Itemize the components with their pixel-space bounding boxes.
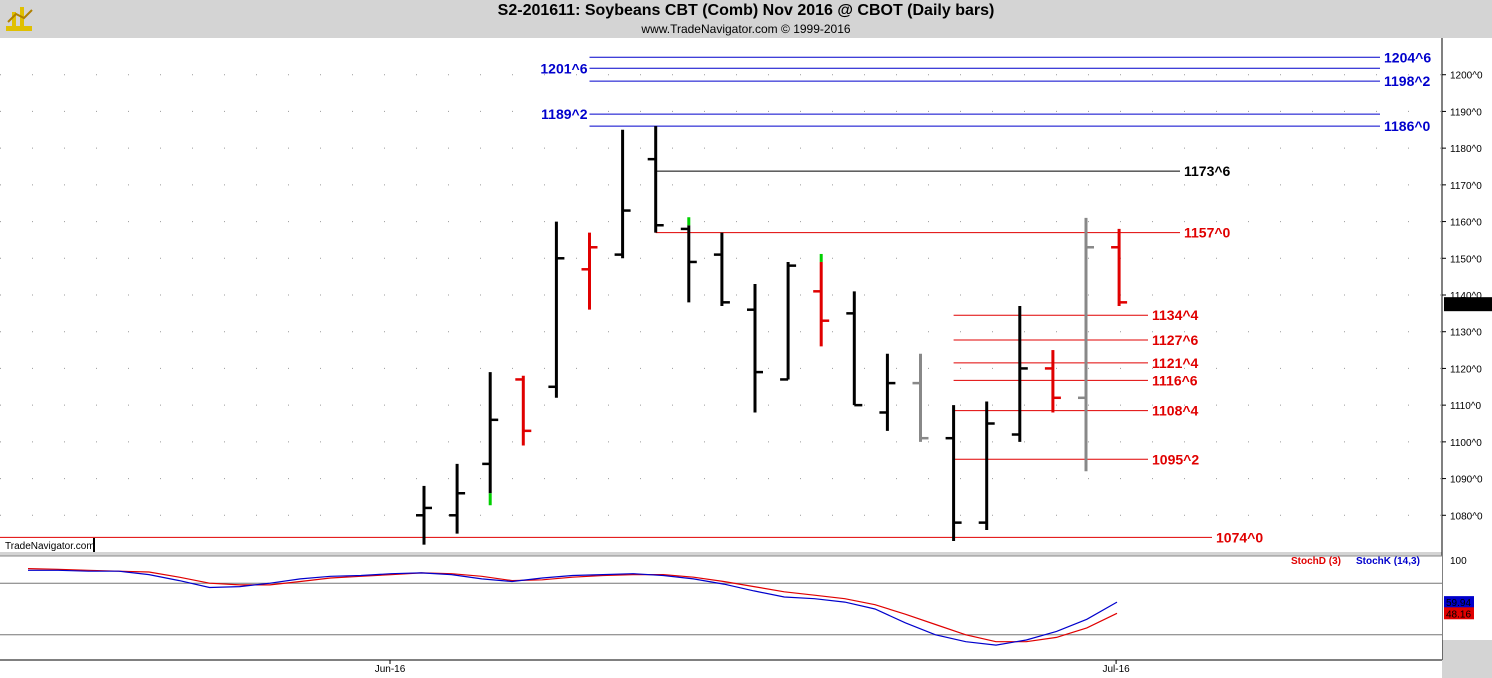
level-label: 1095^2 — [1152, 451, 1199, 467]
watermark: TradeNavigator.com — [5, 541, 95, 552]
trade-navigator-logo-icon — [6, 7, 33, 31]
stoch-k-tag — [1444, 596, 1474, 609]
level-label: 1204^6 — [1384, 49, 1431, 65]
level-label: 1198^2 — [1384, 73, 1431, 89]
current-price-tag — [1444, 297, 1492, 312]
y-tick-label: 1130^0 — [1450, 328, 1482, 339]
y-tick-label: 1120^0 — [1450, 364, 1482, 375]
y-tick-label: 1100^0 — [1450, 438, 1482, 449]
level-label: 1201^6 — [540, 60, 587, 76]
level-label: 1186^0 — [1384, 118, 1431, 134]
stoch-top-label: 100 — [1450, 556, 1467, 567]
stoch-k-legend: StochK (14,3) — [1356, 556, 1420, 567]
x-tick-label: Jun-16 — [375, 664, 406, 675]
y-tick-label: 1160^0 — [1450, 218, 1482, 229]
y-tick-label: 1090^0 — [1450, 475, 1483, 486]
stoch-d-value: 48.16 — [1446, 609, 1471, 620]
stoch-d-legend: StochD (3) — [1291, 556, 1341, 567]
level-label: 1134^4 — [1152, 307, 1199, 323]
level-label: 1116^6 — [1152, 372, 1198, 388]
level-label: 1173^6 — [1184, 163, 1231, 179]
x-tick-label: Jul-16 — [1102, 664, 1130, 675]
y-tick-label: 1180^0 — [1450, 144, 1482, 155]
current-price-label: 1137^4 — [1446, 300, 1478, 311]
stoch-k-line — [28, 569, 1118, 646]
stoch-panel — [0, 556, 1442, 660]
price-axis-area — [1442, 38, 1492, 640]
stoch-d-line — [27, 568, 1118, 643]
y-tick-label: 1110^0 — [1450, 401, 1481, 412]
stoch-k-value: 59.94 — [1446, 598, 1471, 609]
level-label: 1121^4 — [1152, 355, 1199, 371]
y-tick-label: 1150^0 — [1450, 254, 1482, 265]
y-tick-label: 1080^0 — [1450, 511, 1483, 522]
chart-subtitle: www.TradeNavigator.com © 1999-2016 — [641, 22, 851, 36]
level-label: 1108^4 — [1152, 403, 1199, 419]
chart-title: S2-201611: Soybeans CBT (Comb) Nov 2016 … — [497, 2, 995, 19]
level-label: 1074^0 — [1216, 529, 1263, 545]
stoch-d-tag — [1444, 607, 1474, 620]
level-label: 1127^6 — [1152, 332, 1199, 348]
y-tick-label: 1190^0 — [1450, 107, 1482, 118]
level-label: 1189^2 — [541, 106, 588, 122]
level-label: 1157^0 — [1184, 225, 1231, 241]
y-tick-label: 1170^0 — [1450, 181, 1482, 192]
y-tick-label: 1140^0 — [1450, 291, 1482, 302]
x-axis-area — [0, 660, 1442, 678]
y-tick-label: 1200^0 — [1450, 71, 1483, 82]
